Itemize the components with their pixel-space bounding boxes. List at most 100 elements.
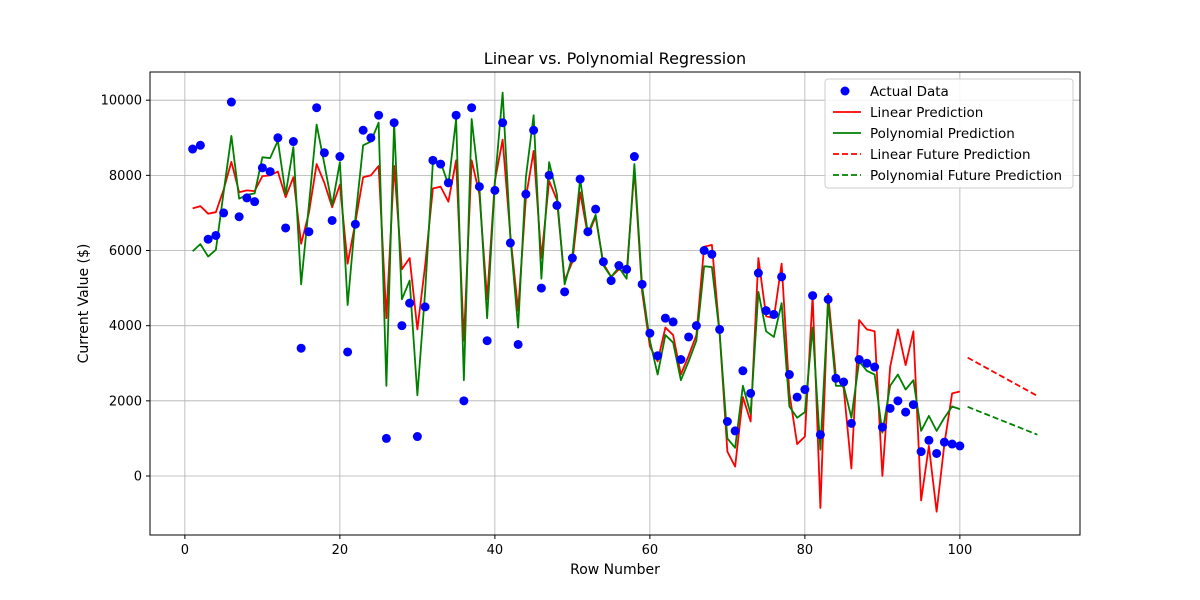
actual-data-point <box>784 370 794 380</box>
actual-data-point <box>862 358 872 368</box>
actual-data-point <box>374 110 384 120</box>
actual-data-point <box>536 283 546 293</box>
actual-data-point <box>738 366 748 376</box>
actual-data-point <box>730 426 740 436</box>
actual-data-point <box>443 178 453 188</box>
actual-data-point <box>343 347 353 357</box>
actual-data-point <box>381 433 391 443</box>
actual-data-point <box>397 321 407 331</box>
actual-data-point <box>567 253 577 263</box>
actual-data-point <box>490 185 500 195</box>
actual-data-point <box>482 336 492 346</box>
actual-data-point <box>250 197 260 207</box>
x-tick-label: 100 <box>947 543 972 558</box>
actual-data-point <box>211 230 221 240</box>
actual-data-point <box>684 332 694 342</box>
legend-label: Actual Data <box>870 84 949 100</box>
x-axis: 0 20 40 60 80 100 <box>181 535 972 558</box>
actual-data-point <box>459 396 469 406</box>
actual-data-point <box>676 355 686 364</box>
linear-future-predictionline <box>967 356 1038 397</box>
x-tick-label: 20 <box>332 543 349 558</box>
actual-data-point <box>304 227 314 237</box>
actual-data-point <box>715 324 725 334</box>
actual-data-point <box>521 189 531 199</box>
actual-data-point <box>428 155 438 165</box>
actual-data-point <box>792 392 802 402</box>
x-tick-label: 60 <box>642 543 659 558</box>
actual-data-point <box>436 159 446 169</box>
actual-data-point <box>412 432 422 442</box>
legend-box <box>824 78 1074 189</box>
actual-data-point <box>924 435 934 445</box>
actual-data-point <box>219 208 229 218</box>
actual-data-point <box>552 200 562 210</box>
actual-data-point <box>691 321 701 331</box>
actual-data-point <box>955 441 965 451</box>
x-tick-label: 40 <box>487 543 504 558</box>
actual-data-point <box>932 448 942 458</box>
actual-data-point <box>660 313 670 323</box>
legend: Actual Data Linear Prediction Polynomial P… <box>824 78 1074 189</box>
actual-data-point <box>746 388 756 398</box>
legend-label: Polynomial Prediction <box>870 126 1015 142</box>
actual-data-point <box>598 257 608 267</box>
actual-data-point <box>916 447 926 457</box>
legend-label: Linear Prediction <box>870 105 983 121</box>
actual-data-point <box>312 103 322 113</box>
actual-data-point <box>389 118 399 128</box>
actual-data-point <box>350 219 360 229</box>
actual-data-point <box>637 279 647 289</box>
actual-data-point <box>606 276 616 286</box>
actual-data-point <box>195 140 205 150</box>
actual-data-point <box>358 125 368 135</box>
polynomial-predictionline <box>192 91 961 451</box>
actual-data-point <box>893 396 903 406</box>
actual-data-point <box>544 170 554 180</box>
actual-data-point <box>273 133 283 143</box>
actual-data-point <box>653 351 663 361</box>
actual-data-point <box>645 328 655 338</box>
x-tick-label: 80 <box>797 543 814 558</box>
actual-data-point <box>908 400 918 410</box>
y-tick-label: 8000 <box>109 169 142 184</box>
actual-data-point <box>846 418 856 428</box>
actual-data-point <box>474 182 484 192</box>
actual-data-point <box>366 133 376 143</box>
legend-marker-actual <box>840 86 850 96</box>
actual-data-point <box>815 430 825 440</box>
actual-data-point <box>707 249 717 259</box>
actual-data-point <box>614 261 624 271</box>
actual-data-point <box>281 223 291 233</box>
actual-data-point <box>257 163 267 173</box>
actual-data-point <box>405 298 415 308</box>
y-tick-label: 4000 <box>109 319 142 334</box>
actual-data-point <box>839 377 849 387</box>
legend-label: Linear Future Prediction <box>870 147 1031 163</box>
plot-frame <box>149 71 1081 536</box>
actual-data-point <box>575 174 585 184</box>
polynomial-future-predictionline <box>967 406 1038 436</box>
actual-data-point <box>870 362 880 372</box>
actual-data-point <box>296 343 306 353</box>
actual-data-point <box>234 212 244 222</box>
actual-data-point <box>699 246 709 256</box>
actual-data-point <box>939 437 949 447</box>
actual-data-point <box>877 422 887 432</box>
actual-data-point <box>722 417 732 426</box>
actual-data-point <box>901 407 911 417</box>
legend-label: Polynomial Future Prediction <box>870 168 1062 184</box>
actual-data-point <box>467 103 477 113</box>
series-layer <box>188 91 1038 513</box>
y-tick-label: 2000 <box>109 394 142 409</box>
actual-data-point <box>854 355 864 364</box>
actual-data-point <box>529 125 539 135</box>
actual-data-point <box>420 302 430 312</box>
actual-data-point <box>622 264 632 274</box>
actual-data-point <box>288 137 298 147</box>
actual-data-point <box>761 306 771 316</box>
actual-data-point <box>800 385 810 395</box>
actual-data-point <box>629 152 639 162</box>
